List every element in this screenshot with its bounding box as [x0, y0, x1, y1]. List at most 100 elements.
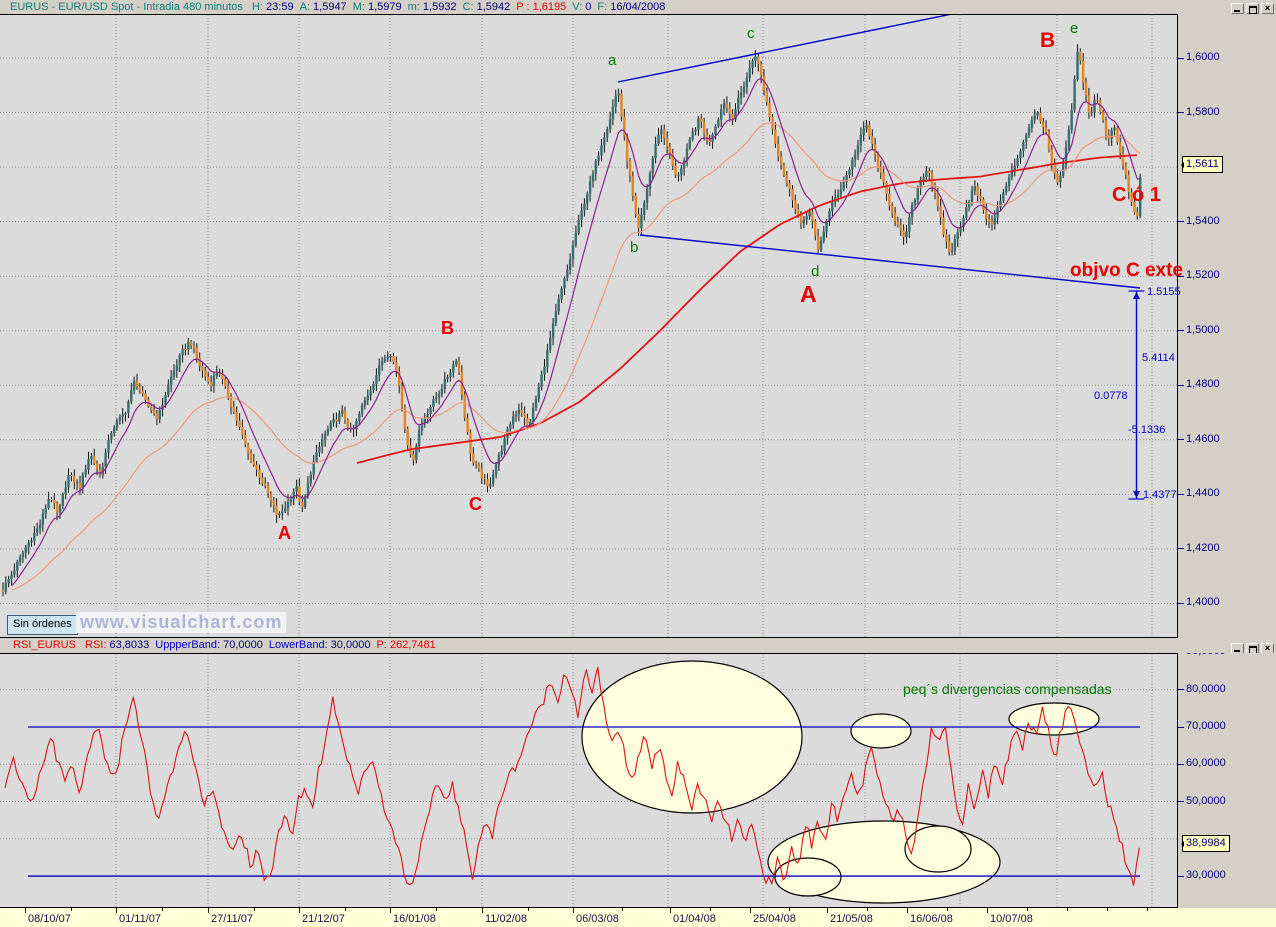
date-label: 10/07/08 [990, 913, 1033, 925]
date-label: 06/03/08 [576, 913, 619, 925]
date-axis[interactable]: 08/10/07 01/11/07 27/11/07 21/12/07 16/01/08… [0, 908, 1276, 927]
rsi-value-fields: RSI: 63,8033 UppperBand: 70,0000 LowerBand… [85, 639, 442, 651]
rsi-axis-label: 80,0000 [1186, 682, 1226, 695]
rsi-axis-label: 60,0000 [1186, 757, 1226, 770]
price-axis[interactable]: 1,6000 1,5800 1,5400 1,5200 1,5000 1,4800 1,46… [1178, 14, 1276, 637]
quote-field: C: 1,5942 [462, 1, 511, 13]
quote-field: F: 16/04/2008 [597, 1, 666, 13]
quote-field: P : 1,6195 [516, 1, 567, 13]
rsi-axis-label: 50,0000 [1186, 794, 1226, 807]
date-tick-minor [1027, 908, 1028, 911]
main-window-buttons: × [1231, 3, 1275, 15]
wave-annotation: 1.5155 [1147, 286, 1181, 298]
rsi-tick [1178, 875, 1184, 877]
minimize-button[interactable] [1231, 3, 1244, 14]
price-tick [1178, 439, 1184, 441]
date-tick [390, 908, 391, 913]
wave-annotation: 1.4377 [1143, 489, 1177, 501]
date-tick-minor [254, 908, 255, 911]
date-label: 21/05/08 [830, 913, 873, 925]
date-tick-minor [71, 908, 72, 911]
main-chart-info-bar: EURUS - EUR/USD Spot - Intradia 480 minu… [0, 0, 1276, 15]
close-button[interactable]: × [1261, 3, 1274, 14]
price-tick [1178, 493, 1184, 495]
candlestick-chart-canvas[interactable] [0, 15, 1177, 637]
wave-annotation: B [441, 318, 454, 338]
rsi-field: P: 262,7481 [376, 639, 436, 651]
visualchart-watermark: www.visualchart.com [76, 612, 287, 633]
wave-annotation: B [1040, 29, 1056, 52]
price-tick [1178, 602, 1184, 604]
price-axis-label: 1,4000 [1186, 596, 1220, 609]
price-tick [1178, 548, 1184, 550]
date-tick [208, 908, 209, 913]
date-tick [827, 908, 828, 913]
rsi-value-marker: 38,9984 [1181, 834, 1230, 852]
date-label: 25/04/08 [753, 913, 796, 925]
date-tick [573, 908, 574, 913]
date-tick-minor [436, 908, 437, 911]
rsi-axis-label: 70,0000 [1186, 720, 1226, 732]
quote-field: V: 0 [572, 1, 592, 13]
last-price-marker: 1,5611 [1181, 156, 1223, 174]
rsi-title: RSI_EURUS [13, 639, 76, 651]
date-tick [25, 908, 26, 913]
date-tick [670, 908, 671, 913]
price-tick [1178, 221, 1184, 223]
wave-annotation: a [608, 52, 617, 69]
main-price-chart[interactable] [0, 14, 1178, 638]
price-axis-label: 1,4600 [1186, 432, 1220, 445]
rsi-tick [1178, 726, 1184, 728]
date-tick-minor [345, 908, 346, 911]
rsi-axis-label: 90,0000 [1186, 653, 1226, 657]
price-axis-label: 1,6000 [1186, 51, 1220, 63]
rsi-field: RSI: 63,8033 [85, 639, 150, 651]
date-tick [116, 908, 117, 913]
price-axis-label: 1,5000 [1186, 323, 1220, 336]
rsi-indicator-chart[interactable] [0, 653, 1178, 908]
price-axis-label: 1,4200 [1186, 541, 1220, 554]
date-label: 01/11/07 [119, 913, 162, 925]
rsi-chart-canvas[interactable] [0, 654, 1177, 907]
wave-annotation: 0.0778 [1094, 390, 1128, 402]
quote-field: M: 1,5979 [352, 1, 402, 13]
main-quote-fields: H: 23:59 A: 1,5947 M: 1,5979 m: 1,5932 C: 1,… [252, 1, 671, 13]
symbol-title: EURUS - EUR/USD Spot - Intradia 480 minu… [10, 1, 243, 13]
date-tick-minor [162, 908, 163, 911]
rsi-axis-label: 30,0000 [1186, 869, 1226, 882]
maximize-button[interactable] [1246, 3, 1259, 14]
price-tick [1178, 384, 1184, 386]
wave-annotation: C ó 1 [1112, 184, 1161, 206]
wave-annotation: 5.4114 [1142, 352, 1175, 364]
wave-annotation: C [469, 494, 482, 514]
quote-field: m: 1,5932 [407, 1, 457, 13]
wave-annotation: A [800, 281, 817, 307]
rsi-tick [1178, 801, 1184, 803]
rsi-tick [1178, 763, 1184, 765]
price-axis-label: 1,4400 [1186, 487, 1220, 500]
date-tick [750, 908, 751, 913]
rsi-tick [1178, 689, 1184, 691]
date-tick [987, 908, 988, 913]
no-orders-button[interactable]: Sin órdenes [7, 615, 78, 635]
price-tick [1178, 57, 1184, 59]
date-tick-minor [622, 908, 623, 911]
date-label: 16/06/08 [910, 913, 953, 925]
minimize-icon [1234, 10, 1240, 12]
price-axis-label: 1,4800 [1186, 378, 1220, 391]
date-tick-minor [1067, 908, 1068, 911]
maximize-icon [1249, 6, 1257, 14]
date-label: 21/12/07 [302, 913, 345, 925]
date-tick-minor [789, 908, 790, 911]
divergence-annotation: peq´s divergencias compensadas [903, 681, 1112, 697]
price-axis-label: 1,5200 [1186, 269, 1220, 282]
wave-annotation: b [630, 239, 639, 256]
date-tick [482, 908, 483, 913]
date-tick [907, 908, 908, 913]
price-axis-label: 1,5400 [1186, 214, 1220, 227]
rsi-axis[interactable]: 90,0000 80,0000 70,0000 60,0000 50,0000 30,00… [1178, 653, 1276, 907]
date-label: 08/10/07 [28, 913, 71, 925]
price-tick [1178, 275, 1184, 277]
date-tick [299, 908, 300, 913]
